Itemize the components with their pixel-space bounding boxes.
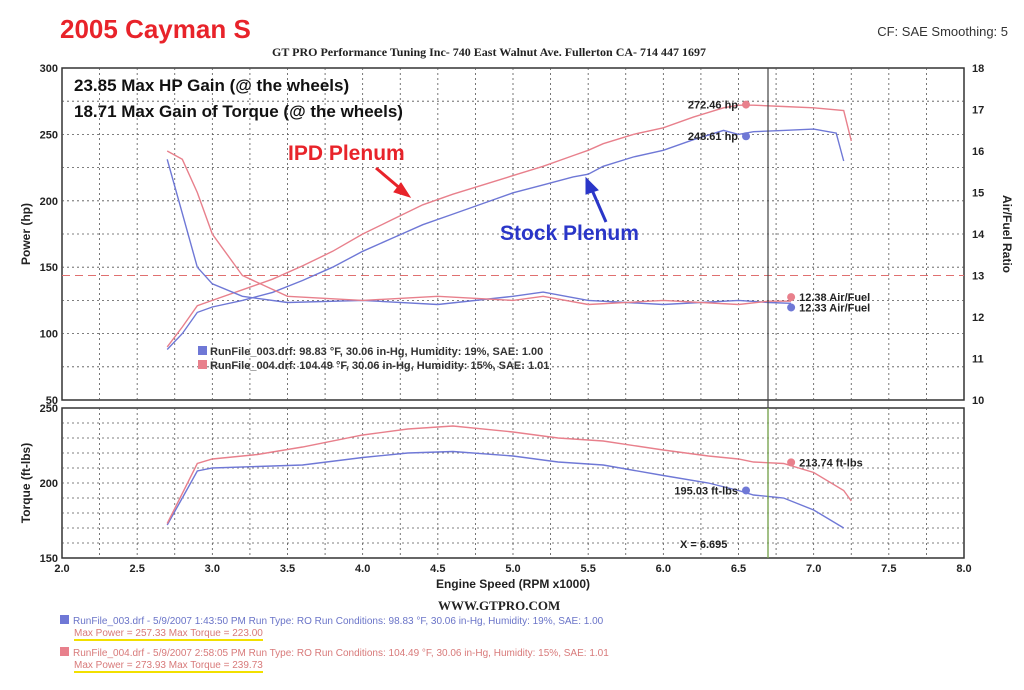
torque-tick-label: 250	[40, 403, 58, 415]
power-tick-label: 200	[40, 196, 58, 208]
stock-plenum-label: Stock Plenum	[500, 222, 639, 245]
torque-tick-label: 200	[40, 478, 58, 490]
afr-marker-2	[787, 293, 796, 302]
afr-end-label-2: 12.38 Air/Fuel	[799, 292, 870, 304]
footer-run2-max: Max Power = 273.93 Max Torque = 239.73	[74, 660, 263, 673]
shop-header: GT PRO Performance Tuning Inc- 740 East …	[272, 45, 707, 59]
footer-swatch-run1	[60, 615, 69, 624]
legend-run2-text: RunFile_004.drf: 104.49 °F, 30.06 in-Hg,…	[210, 360, 550, 372]
x-tick-label: 5.5	[581, 563, 596, 575]
hp-gain-annotation: 23.85 Max HP Gain (@ the wheels)	[74, 76, 350, 95]
torque-tick-label: 150	[40, 553, 58, 565]
series-line-torque-1	[166, 425, 852, 524]
afr-tick-label: 13	[972, 271, 984, 283]
afr-end-label-3: 12.33 Air/Fuel	[799, 302, 870, 314]
torque-end-label-0: 213.74 ft-lbs	[799, 457, 863, 469]
x-tick-label: 8.0	[956, 563, 971, 575]
torque-gain-annotation: 18.71 Max Gain of Torque (@ the wheels)	[74, 102, 403, 121]
series-line-afr-2	[166, 159, 792, 306]
ipd-plenum-label: IPD Plenum	[288, 142, 405, 165]
footer-run2-text: RunFile_004.drf - 5/9/2007 2:58:05 PM Ru…	[73, 648, 609, 659]
x-tick-label: 4.5	[430, 563, 445, 575]
power-tick-label: 50	[46, 395, 58, 407]
legend-run1-text: RunFile_003.drf: 98.83 °F, 30.06 in-Hg, …	[210, 346, 544, 358]
torque-axis-title: Torque (ft-lbs)	[19, 443, 33, 523]
x-tick-label: 7.0	[806, 563, 821, 575]
afr-tick-label: 15	[972, 188, 984, 200]
afr-tick-label: 10	[972, 395, 984, 407]
x-tick-label: 6.0	[656, 563, 671, 575]
power-tick-label: 100	[40, 329, 58, 341]
footer-run2-line1: RunFile_004.drf - 5/9/2007 2:58:05 PM Ru…	[60, 647, 609, 659]
afr-tick-label: 12	[972, 312, 984, 324]
x-tick-label: 2.5	[130, 563, 145, 575]
footer-run1-text: RunFile_003.drf - 5/9/2007 1:43:50 PM Ru…	[73, 616, 604, 627]
legend-run2: RunFile_004.drf: 104.49 °F, 30.06 in-Hg,…	[198, 360, 549, 372]
x-tick-label: 7.5	[881, 563, 896, 575]
x-tick-label: 3.0	[205, 563, 220, 575]
legend-swatch-run1	[198, 346, 207, 355]
chart-title: 2005 Cayman S	[60, 14, 251, 44]
power-axis-title: Power (hp)	[19, 203, 33, 265]
stock-arrow	[585, 176, 608, 223]
afr-tick-label: 11	[972, 354, 984, 366]
footer-swatch-run2	[60, 647, 69, 656]
website-text: WWW.GTPRO.COM	[438, 598, 561, 613]
power-end-label-0: 272.46 hp	[688, 100, 738, 112]
ipd-arrow	[375, 166, 412, 198]
afr-marker-3	[787, 303, 796, 312]
x-tick-label: 3.5	[280, 563, 295, 575]
x-tick-label: 4.0	[355, 563, 370, 575]
afr-tick-label: 14	[972, 229, 985, 241]
afr-tick-label: 16	[972, 146, 984, 158]
footer-run1-max: Max Power = 257.33 Max Torque = 223.00	[74, 628, 263, 641]
x-tick-label: 2.0	[54, 563, 69, 575]
power-marker-1	[742, 132, 751, 141]
legend-run1: RunFile_003.drf: 98.83 °F, 30.06 in-Hg, …	[198, 346, 543, 358]
cursor-readout: X = 6.695	[680, 539, 727, 551]
power-tick-label: 250	[40, 129, 58, 141]
torque-marker-1	[742, 486, 751, 495]
x-axis-title: Engine Speed (RPM x1000)	[436, 577, 590, 591]
power-end-label-1: 248.61 hp	[688, 131, 738, 143]
footer-run1-line1: RunFile_003.drf - 5/9/2007 1:43:50 PM Ru…	[60, 615, 603, 627]
legend-swatch-run2	[198, 360, 207, 369]
correction-factor-text: CF: SAE Smoothing: 5	[877, 24, 1008, 39]
series-line-torque-0	[166, 450, 845, 529]
power-tick-label: 150	[40, 262, 58, 274]
power-marker-0	[742, 100, 751, 109]
series-line-afr-3	[166, 150, 792, 306]
torque-end-label-1: 195.03 ft-lbs	[674, 485, 738, 497]
afr-tick-label: 18	[972, 63, 984, 75]
afr-tick-label: 17	[972, 105, 984, 117]
x-tick-label: 6.5	[731, 563, 746, 575]
afr-axis-title: Air/Fuel Ratio	[1000, 195, 1014, 273]
x-tick-label: 5.0	[505, 563, 520, 575]
power-tick-label: 300	[40, 63, 58, 75]
torque-marker-0	[787, 458, 796, 467]
